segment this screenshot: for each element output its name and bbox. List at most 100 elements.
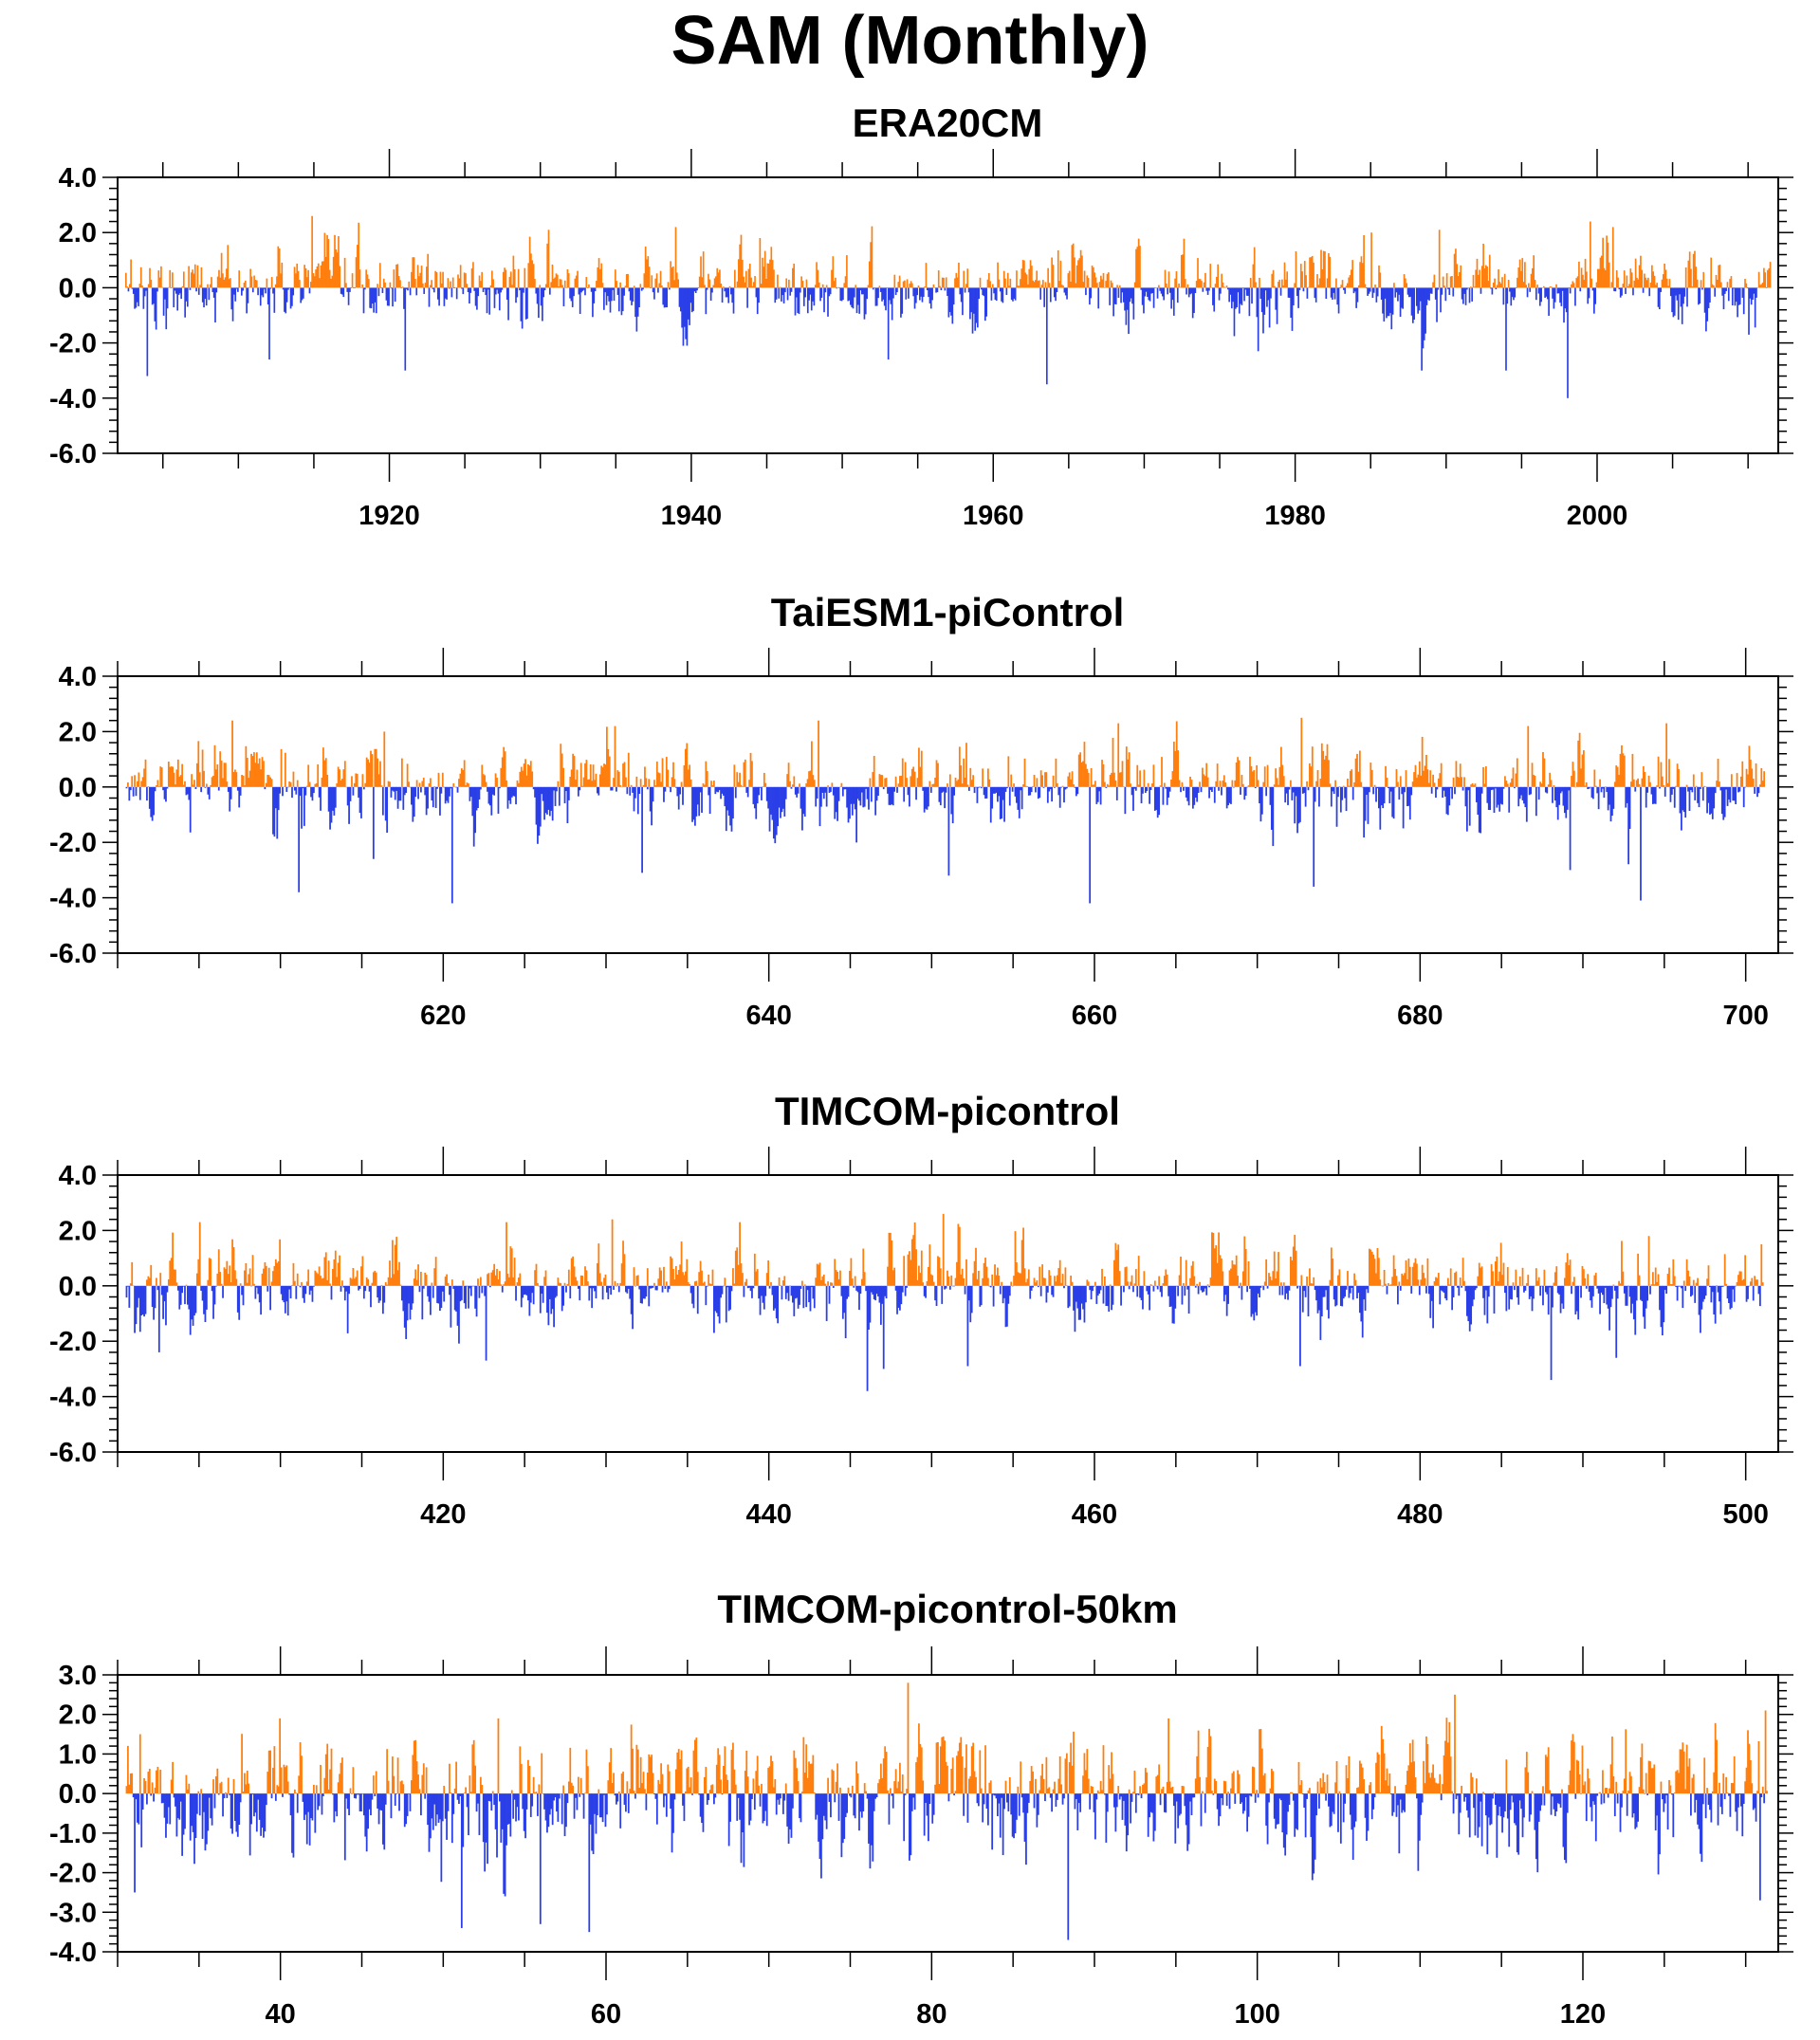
positive-bar — [1700, 280, 1702, 288]
positive-bar — [215, 769, 217, 787]
negative-bar — [1357, 1285, 1360, 1294]
positive-bar — [1471, 782, 1474, 787]
negative-bar — [1410, 786, 1413, 796]
positive-bar — [1710, 257, 1713, 288]
negative-bar — [1049, 287, 1052, 303]
negative-bar — [1042, 786, 1045, 788]
negative-bar — [403, 1793, 406, 1828]
negative-bar — [791, 1793, 794, 1809]
negative-bar — [1644, 1285, 1646, 1330]
negative-bar — [601, 1793, 604, 1823]
negative-bar — [1363, 1285, 1366, 1300]
negative-bar — [748, 1285, 750, 1288]
negative-bar — [1642, 287, 1645, 293]
negative-bar — [539, 786, 542, 827]
positive-bar — [939, 285, 941, 288]
positive-bar — [1442, 276, 1444, 288]
positive-bar — [1528, 283, 1530, 288]
negative-bar — [154, 1285, 156, 1309]
negative-bar — [235, 287, 238, 289]
positive-bar — [460, 768, 463, 787]
positive-bar — [1208, 1728, 1210, 1794]
negative-bar — [1511, 1285, 1513, 1300]
negative-bar — [586, 287, 589, 288]
positive-bar — [920, 1250, 923, 1286]
positive-bar — [1549, 772, 1552, 787]
negative-bar — [629, 786, 632, 796]
positive-bar — [228, 279, 230, 288]
negative-bar — [832, 1285, 835, 1288]
negative-bar — [664, 1285, 667, 1289]
negative-bar — [644, 1285, 646, 1299]
negative-bar — [1163, 287, 1166, 301]
negative-bar — [603, 1793, 605, 1795]
positive-bar — [293, 1280, 296, 1286]
positive-bar — [1009, 278, 1012, 288]
negative-bar — [657, 287, 659, 293]
positive-bar — [412, 1755, 414, 1794]
negative-bar — [803, 786, 806, 817]
negative-bar — [1095, 1285, 1098, 1304]
positive-bar — [1112, 737, 1114, 787]
negative-bar — [362, 287, 365, 314]
negative-bar — [1254, 1793, 1257, 1803]
negative-bar — [725, 786, 727, 832]
positive-bar — [584, 1266, 586, 1286]
positive-bar — [1586, 271, 1588, 288]
negative-bar — [1735, 287, 1737, 303]
positive-bar — [704, 1281, 706, 1286]
positive-bar — [1306, 1277, 1308, 1286]
negative-bar — [1079, 1285, 1082, 1320]
negative-bar — [771, 1285, 774, 1296]
negative-bar — [1518, 786, 1521, 799]
positive-bar — [417, 1774, 419, 1794]
negative-bar — [843, 1793, 846, 1839]
negative-bar — [449, 786, 450, 797]
positive-bar — [324, 256, 327, 288]
positive-bar — [1033, 282, 1036, 288]
positive-bar — [896, 1788, 898, 1794]
negative-bar — [851, 786, 854, 816]
negative-bar — [815, 1793, 818, 1820]
negative-bar — [1229, 287, 1232, 295]
negative-bar — [364, 1285, 367, 1292]
negative-bar — [1580, 1285, 1582, 1298]
negative-bar — [474, 786, 477, 834]
negative-bar — [1353, 287, 1356, 292]
positive-bar — [947, 1270, 948, 1286]
negative-bar — [951, 1285, 954, 1287]
negative-bar — [540, 287, 542, 306]
positive-bar — [972, 1273, 975, 1286]
negative-bar — [995, 1793, 998, 1799]
positive-bar — [426, 266, 428, 288]
positive-bar — [1222, 1271, 1224, 1286]
negative-bar — [1006, 786, 1008, 789]
negative-bar — [523, 1793, 525, 1831]
positive-bar — [330, 1748, 333, 1794]
positive-bar — [307, 764, 310, 787]
plot-frame — [117, 176, 1779, 454]
negative-bar — [1245, 287, 1248, 296]
positive-bar — [855, 1761, 857, 1794]
bar-series — [125, 1213, 1764, 1391]
positive-bar — [1332, 1259, 1334, 1286]
negative-bar — [715, 1285, 718, 1314]
positive-bar — [1436, 1277, 1439, 1286]
negative-bar — [402, 786, 405, 810]
positive-bar — [1596, 268, 1599, 288]
negative-bar — [282, 1285, 284, 1301]
negative-bar — [1372, 287, 1375, 293]
negative-bar — [1268, 287, 1271, 328]
negative-bar — [1134, 786, 1137, 791]
negative-bar — [1471, 1285, 1474, 1307]
positive-bar — [1456, 264, 1459, 288]
positive-bar — [516, 1282, 519, 1286]
positive-bar — [1275, 1277, 1278, 1286]
positive-bar — [695, 1737, 698, 1794]
positive-bar — [501, 757, 504, 787]
negative-bar — [790, 1285, 793, 1296]
negative-bar — [1516, 1285, 1518, 1298]
negative-bar — [614, 1793, 616, 1796]
positive-bar — [1593, 1275, 1596, 1286]
negative-bar — [515, 287, 517, 303]
